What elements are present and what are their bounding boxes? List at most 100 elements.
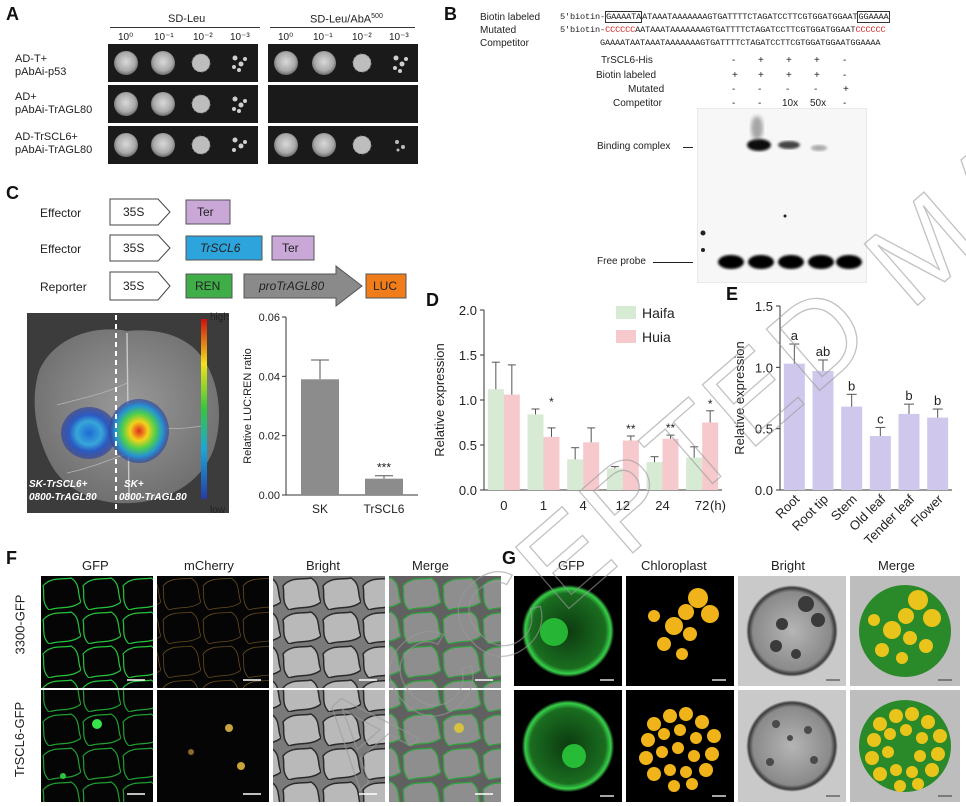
significance-mark: ** bbox=[626, 422, 636, 436]
condition-value: + bbox=[758, 70, 764, 81]
yeast-spot bbox=[274, 51, 298, 75]
dilution-label: 10⁻² bbox=[193, 32, 213, 43]
y-tick-label: 0.06 bbox=[259, 312, 280, 324]
yeast-spot-sparse bbox=[393, 55, 408, 73]
leaf-label-left-2: 0800-TrAGL80 bbox=[29, 492, 97, 503]
yeast-spot bbox=[151, 92, 175, 116]
condition-value: - bbox=[732, 98, 736, 109]
image-3300-gfp-cells bbox=[41, 576, 153, 688]
ter-label: Ter bbox=[197, 205, 214, 219]
x-tick-label: 24 bbox=[655, 498, 669, 513]
dilution-label: 10⁻¹ bbox=[313, 32, 333, 43]
dilution-label: 10⁻³ bbox=[230, 32, 250, 43]
y-tick-label: 1.0 bbox=[755, 360, 773, 375]
gfp-nucleus bbox=[540, 618, 568, 646]
significance-mark: * bbox=[549, 395, 554, 409]
condition-value: 10x bbox=[782, 98, 799, 109]
trscl6-label: TrSCL6 bbox=[200, 241, 241, 255]
gel-speck bbox=[783, 214, 787, 218]
bar bbox=[503, 394, 520, 490]
merge-chloroplasts bbox=[865, 707, 947, 792]
panel-label-e: E bbox=[726, 284, 739, 304]
column-label-merge: Merge bbox=[878, 558, 915, 573]
x-tick-label: 0 bbox=[500, 498, 507, 513]
probe-label: Competitor bbox=[480, 38, 529, 49]
mcherry-nucleus bbox=[237, 762, 245, 770]
yeast-row-label: AD-T+ bbox=[15, 53, 48, 65]
protoplast-gfp-cell bbox=[522, 585, 614, 677]
luc-signal-right bbox=[109, 399, 169, 463]
bar bbox=[702, 422, 719, 490]
column-label-mcherry: mCherry bbox=[184, 558, 234, 573]
group-label-text: SD-Leu/AbA bbox=[310, 13, 372, 26]
free-probe-band bbox=[718, 255, 744, 269]
mut-seq-mid: AATAAATAAAAAAAGTGATTTTCTAGATCCTTCGTGGATG… bbox=[635, 25, 856, 35]
y-tick-label: 1.5 bbox=[755, 299, 773, 314]
y-tick-label: 0.02 bbox=[259, 431, 280, 443]
binding-band-smear bbox=[751, 116, 763, 140]
dilution-label: 10⁻¹ bbox=[154, 32, 174, 43]
bar bbox=[622, 440, 639, 490]
wt-sequence: 5'biotin-GAAAATAATAAATAAAAAAAGTGATTTTCTA… bbox=[560, 11, 890, 23]
yeast-spot-sparse bbox=[232, 96, 247, 113]
significance-letter: b bbox=[934, 393, 941, 408]
ter-label: Ter bbox=[282, 241, 299, 255]
y-tick-label: 1.5 bbox=[459, 348, 477, 363]
seq-prefix: 5'biotin- bbox=[560, 12, 606, 22]
group-label-sd-leu-aba: SD-Leu/AbA500 bbox=[310, 13, 383, 26]
microscopy-grid-g bbox=[514, 576, 960, 802]
bar bbox=[583, 442, 600, 490]
bar bbox=[927, 417, 949, 490]
y-tick-label: 0.5 bbox=[755, 422, 773, 437]
dilution-label: 10⁰ bbox=[118, 32, 134, 43]
binding-band bbox=[811, 145, 827, 151]
microscopy-grid-f bbox=[41, 576, 501, 802]
chloroplast-cluster bbox=[648, 588, 719, 660]
condition-label: Competitor bbox=[613, 98, 662, 109]
seq-prefix: 5'biotin- bbox=[560, 25, 606, 35]
legend-label: Haifa bbox=[642, 305, 675, 321]
yeast-spot bbox=[312, 133, 336, 157]
image-3300-bright bbox=[273, 576, 385, 688]
bar bbox=[646, 462, 663, 490]
wt-motif-start: GAAAATA bbox=[605, 11, 643, 23]
free-probe-band bbox=[808, 255, 834, 269]
gel-background bbox=[697, 108, 867, 283]
mut-motif-end: CCCCCC bbox=[855, 25, 886, 35]
wt-seq-mid: ATAAATAAAAAAAGTGATTTTCTAGATCCTTCGTGGATGG… bbox=[642, 12, 858, 22]
free-probe-band bbox=[778, 255, 804, 269]
yeast-spot bbox=[151, 133, 175, 157]
bright-organelles bbox=[766, 720, 818, 766]
x-tick-label: 72 bbox=[695, 498, 709, 513]
condition-value: - bbox=[814, 84, 818, 95]
y-tick-label: 0.5 bbox=[459, 438, 477, 453]
condition-value: - bbox=[786, 84, 790, 95]
colorbar-low-label: low bbox=[210, 505, 226, 516]
yeast-spot-sparse bbox=[232, 137, 247, 152]
leaf-luc-image bbox=[27, 313, 229, 513]
protoplast-merge-cell bbox=[859, 585, 951, 677]
bar bbox=[783, 363, 805, 490]
significance-letter: a bbox=[791, 328, 799, 343]
condition-value: - bbox=[732, 55, 736, 66]
yeast-spot-sparse bbox=[232, 55, 247, 72]
group-line-sd-leu-aba bbox=[270, 27, 415, 28]
significance-mark: * bbox=[708, 397, 713, 411]
column-label-gfp: GFP bbox=[558, 558, 585, 573]
bar bbox=[841, 406, 863, 490]
condition-value: + bbox=[843, 84, 849, 95]
bar bbox=[543, 436, 560, 490]
free-probe-band bbox=[748, 255, 774, 269]
yeast-spot bbox=[151, 51, 175, 75]
yeast-spot-sparse bbox=[395, 140, 405, 152]
row-label-trscl6-gfp: TrSCL6-GFP bbox=[12, 701, 28, 778]
significance-letter: ab bbox=[816, 344, 830, 359]
x-tick-label: SK bbox=[312, 502, 328, 516]
image-trscl6-merge bbox=[389, 690, 501, 802]
yeast-row-label: AD-TrSCL6+ bbox=[15, 131, 78, 143]
gfp-nucleus bbox=[92, 719, 102, 729]
bar bbox=[527, 414, 544, 490]
condition-value: - bbox=[843, 98, 847, 109]
image-trscl6-mcherry bbox=[157, 690, 269, 802]
